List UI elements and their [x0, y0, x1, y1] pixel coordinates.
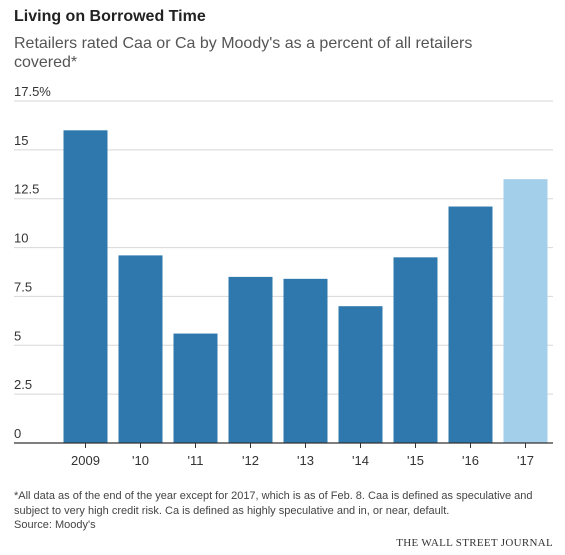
y-tick-label: 17.5% — [14, 84, 51, 99]
y-tick-label: 10 — [14, 231, 28, 246]
y-tick-label: 0 — [14, 426, 21, 441]
bar-15 — [393, 257, 438, 443]
y-axis-tick-labels: 0 2.5 5 7.5 10 12.5 15 17.5% — [14, 84, 51, 441]
bar-17 — [503, 179, 548, 444]
chart-subtitle: Retailers rated Caa or Ca by Moody's as … — [14, 35, 473, 71]
bar-10 — [118, 255, 163, 443]
x-tick-label: '13 — [297, 453, 314, 468]
bars — [63, 130, 548, 444]
x-axis — [14, 442, 553, 448]
y-tick-label: 5 — [14, 328, 21, 343]
bar-2009 — [63, 130, 108, 443]
y-tick-label: 7.5 — [14, 279, 32, 294]
footnote: *All data as of the end of the year exce… — [14, 490, 533, 517]
bar-13 — [283, 278, 328, 443]
bar-11 — [173, 333, 218, 443]
x-tick-label: '17 — [517, 453, 534, 468]
x-tick-label: '15 — [407, 453, 424, 468]
bar-14 — [338, 306, 383, 443]
x-tick-label: 2009 — [71, 453, 100, 468]
bar-16 — [448, 206, 493, 443]
x-axis-tick-labels: 2009 '10 '11 '12 '13 '14 '15 '16 '17 — [71, 453, 534, 468]
x-tick-label: '14 — [352, 453, 369, 468]
x-tick-label: '10 — [132, 453, 149, 468]
bar-12 — [228, 276, 273, 443]
x-tick-label: '12 — [242, 453, 259, 468]
x-tick-label: '11 — [188, 453, 204, 468]
x-tick-label: '16 — [462, 453, 479, 468]
y-tick-label: 12.5 — [14, 182, 39, 197]
source-note: Source: Moody's — [14, 519, 96, 531]
chart-title: Living on Borrowed Time — [14, 8, 206, 25]
publisher-logo: THE WALL STREET JOURNAL — [396, 537, 553, 549]
y-tick-label: 15 — [14, 133, 28, 148]
y-tick-label: 2.5 — [14, 377, 32, 392]
